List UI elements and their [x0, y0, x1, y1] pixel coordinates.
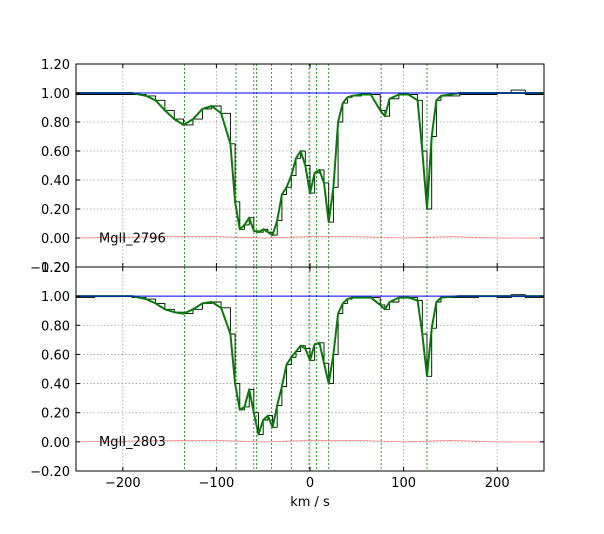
y-tick-label: 0.20 [41, 203, 70, 218]
panel-2: −0.20 0.00 0.20 0.40 0.60 0.80 1.00 1.20 −200 −10… [30, 261, 545, 491]
series-model-fit [76, 92, 544, 237]
x-axis-label: km / s [290, 495, 330, 510]
ion-label: MgII_2796 [99, 231, 166, 246]
series-model-fit [76, 295, 544, 436]
y-tick-label: −0.20 [30, 465, 70, 480]
y-tick-label: −0.20 [30, 261, 70, 276]
y-tick-label: 1.20 [41, 58, 70, 73]
y-tick-label: 0.60 [41, 348, 70, 363]
x-tick-label: 0 [306, 476, 314, 491]
y-tick-label: 1.00 [41, 290, 70, 305]
x-tick-label: −200 [105, 476, 141, 491]
panel-1: −0.20 0.00 0.20 0.40 0.60 0.80 1.00 1.20 MgII_27… [30, 58, 545, 276]
series-error [75, 236, 544, 239]
y-tick-label: 0.00 [41, 232, 70, 247]
y-tick-label: 0.20 [41, 407, 70, 422]
y-tick-label: 0.00 [41, 436, 70, 451]
y-tick-label: 1.20 [41, 261, 70, 276]
y-tick-label: 0.60 [41, 145, 70, 160]
y-tick-label: 0.80 [41, 319, 70, 334]
y-tick-label: 0.40 [41, 174, 70, 189]
panels: −0.20 0.00 0.20 0.40 0.60 0.80 1.00 1.20 MgII_27… [30, 58, 545, 491]
x-tick-label: 200 [485, 476, 510, 491]
y-tick-label: 0.40 [41, 378, 70, 393]
ion-label: MgII_2803 [99, 435, 166, 450]
x-tick-label: −100 [199, 476, 235, 491]
x-tick-label: 100 [391, 476, 416, 491]
series-error [75, 440, 544, 443]
y-tick-label: 0.80 [41, 116, 70, 131]
y-tick-label: 1.00 [41, 87, 70, 102]
